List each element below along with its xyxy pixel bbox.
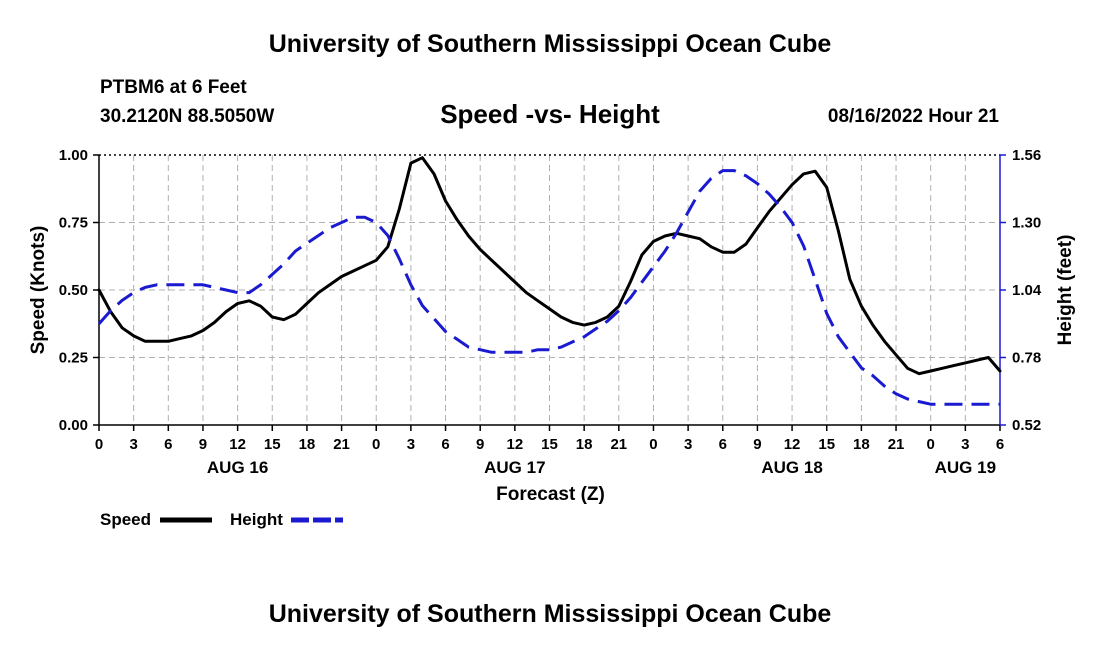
day-label: AUG 16 [207, 458, 268, 477]
x-tick-label: 18 [853, 436, 870, 453]
speed-series-line [97, 156, 1002, 376]
x-tick-label: 21 [333, 436, 350, 453]
x-tick-label: 6 [164, 436, 172, 453]
x-tick-label: 3 [684, 436, 692, 453]
day-label: AUG 17 [484, 458, 545, 477]
x-tick-label: 0 [927, 436, 935, 453]
x-tick-label: 0 [649, 436, 657, 453]
station-location: 30.2120N 88.5050W [100, 106, 275, 127]
x-tick-label: 15 [541, 436, 558, 453]
chart-title: Speed -vs- Height [440, 99, 660, 129]
x-tick-label: 3 [129, 436, 137, 453]
x-tick-label: 21 [610, 436, 627, 453]
y-tick-label: 0.75 [59, 215, 88, 232]
x-axis-label: Forecast (Z) [496, 484, 605, 505]
x-tick-label: 9 [753, 436, 761, 453]
y-axis-label: Speed (Knots) [28, 226, 49, 355]
x-tick-label: 0 [372, 436, 380, 453]
height-series-line [97, 169, 1000, 406]
x-tick-label: 9 [476, 436, 484, 453]
day-label: AUG 19 [935, 458, 996, 477]
y2-tick-label: 1.30 [1012, 215, 1041, 232]
legend-label-speed: Speed [100, 510, 151, 529]
x-tick-label: 0 [95, 436, 103, 453]
x-tick-label: 3 [407, 436, 415, 453]
y2-tick-label: 0.78 [1012, 350, 1041, 367]
station-name: PTBM6 at 6 Feet [100, 77, 247, 98]
x-tick-label: 6 [719, 436, 727, 453]
y-tick-label: 0.25 [59, 350, 88, 367]
y-tick-label: 1.00 [59, 147, 88, 164]
x-tick-label: 12 [229, 436, 246, 453]
x-tick-label: 3 [961, 436, 969, 453]
x-tick-label: 6 [996, 436, 1004, 453]
x-tick-label: 18 [299, 436, 316, 453]
x-tick-label: 9 [199, 436, 207, 453]
x-tick-label: 15 [264, 436, 281, 453]
y2-axis-label: Height (feet) [1055, 235, 1076, 346]
x-tick-label: 15 [818, 436, 835, 453]
page-title: University of Southern Mississippi Ocean… [268, 30, 832, 58]
y-tick-label: 0.50 [59, 282, 88, 299]
y2-tick-label: 1.04 [1012, 282, 1042, 299]
x-tick-label: 21 [888, 436, 905, 453]
x-tick-label: 12 [507, 436, 524, 453]
y-tick-label: 0.00 [59, 417, 88, 434]
x-tick-label: 18 [576, 436, 593, 453]
y2-tick-label: 0.52 [1012, 417, 1041, 434]
legend-label-height: Height [230, 510, 283, 529]
forecast-datetime: 08/16/2022 Hour 21 [827, 106, 999, 127]
x-tick-label: 12 [784, 436, 801, 453]
day-label: AUG 18 [761, 458, 822, 477]
x-tick-label: 6 [441, 436, 449, 453]
footer-title: University of Southern Mississippi Ocean… [268, 600, 832, 628]
y2-tick-label: 1.56 [1012, 147, 1041, 164]
